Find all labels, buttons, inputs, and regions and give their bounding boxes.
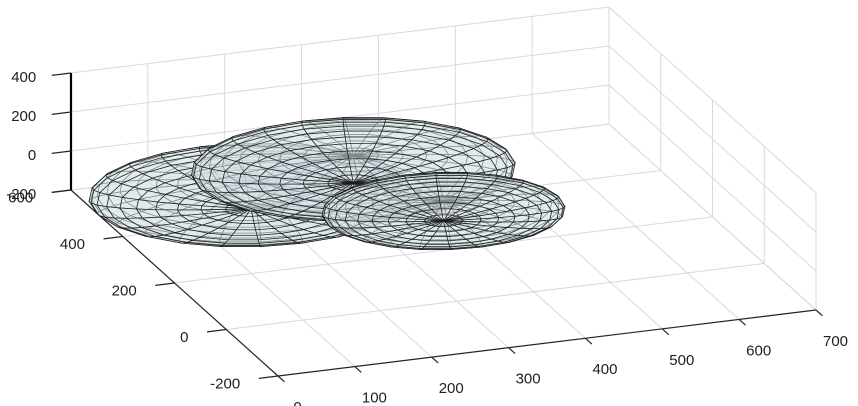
ellipsoid-facet bbox=[428, 236, 449, 242]
ellipsoid-facet bbox=[343, 125, 385, 132]
x-tick-mark bbox=[508, 347, 516, 354]
ellipsoid-facet bbox=[334, 210, 348, 221]
y-tick-label-0: 0 bbox=[180, 329, 188, 346]
y-tick-label-400: 400 bbox=[60, 236, 85, 253]
x-axis-line bbox=[277, 309, 817, 377]
x-tick-mark bbox=[815, 309, 823, 317]
ellipsoid-facet bbox=[221, 171, 242, 184]
z-tick-label-200: 200 bbox=[11, 108, 36, 125]
floor-gridline-y bbox=[174, 216, 713, 284]
x-tick-label-500: 500 bbox=[669, 352, 694, 369]
ellipsoid-facet bbox=[346, 150, 373, 160]
y-tick-label-200: 200 bbox=[112, 283, 137, 300]
z-tick-mark bbox=[51, 189, 72, 193]
ellipsoid-facet bbox=[238, 173, 261, 185]
back-wall-gridline-z bbox=[70, 6, 610, 74]
y-tick-mark bbox=[155, 282, 175, 286]
side-wall-gridline-z bbox=[608, 6, 817, 194]
ellipsoid-facet bbox=[435, 175, 468, 179]
ellipsoid-3 bbox=[321, 172, 566, 250]
ellipsoid-facet bbox=[231, 229, 258, 236]
z-tick-mark bbox=[51, 150, 72, 154]
x-tick-mark bbox=[431, 356, 439, 364]
x-tick-label-200: 200 bbox=[439, 380, 464, 397]
z-tick-mark bbox=[51, 72, 72, 76]
ellipsoid-facet bbox=[345, 143, 377, 152]
x-tick-label-700: 700 bbox=[823, 333, 848, 350]
x-tick-label-300: 300 bbox=[516, 371, 541, 388]
x-tick-mark bbox=[661, 328, 670, 336]
z-tick-label-neg200: -200 bbox=[6, 186, 36, 203]
side-wall-gridline-z bbox=[608, 123, 817, 311]
ellipsoid-facet bbox=[438, 196, 459, 204]
x-tick-mark bbox=[354, 366, 362, 373]
ellipsoid-facet bbox=[443, 218, 464, 222]
ellipsoid-facet bbox=[342, 121, 386, 127]
ellipsoid-facet bbox=[119, 197, 139, 210]
ellipsoid-facet bbox=[436, 181, 466, 187]
ellipsoid-facet bbox=[344, 212, 360, 222]
ellipsoid-facet bbox=[344, 136, 380, 145]
ellipsoid-facet bbox=[357, 213, 374, 222]
y-tick-label-600: 600 bbox=[8, 190, 33, 207]
surfaces bbox=[88, 117, 566, 250]
ellipsoid-facet bbox=[227, 234, 259, 241]
ellipsoid-facet bbox=[423, 243, 451, 248]
ellipsoid-facet bbox=[425, 240, 450, 245]
x-tick-label-100: 100 bbox=[362, 390, 387, 406]
side-wall-gridline-z bbox=[608, 45, 817, 233]
x-tick-label-600: 600 bbox=[746, 342, 771, 359]
x-tick-label-400: 400 bbox=[592, 361, 617, 378]
y-tick-label-neg200: -200 bbox=[210, 376, 240, 393]
axes bbox=[51, 72, 823, 383]
ellipsoid-facet bbox=[106, 194, 123, 209]
back-wall-gridline-z bbox=[70, 45, 610, 113]
ellipsoid-facet bbox=[343, 130, 383, 138]
x-tick-mark bbox=[585, 337, 593, 345]
ellipsoid-facet bbox=[224, 239, 260, 244]
x-tick-mark bbox=[738, 318, 747, 326]
z-tick-label-400: 400 bbox=[11, 69, 36, 86]
ellipsoid-facet bbox=[436, 186, 464, 192]
tick-labels: 0 100 200 300 400 500 600 700 -200 0 200… bbox=[6, 69, 848, 406]
ellipsoid-facet bbox=[437, 191, 462, 198]
z-tick-mark bbox=[51, 111, 72, 115]
y-tick-mark bbox=[206, 328, 227, 333]
y-tick-mark bbox=[258, 375, 279, 379]
y-tick-mark bbox=[103, 235, 123, 240]
side-wall-gridline-z bbox=[608, 84, 817, 272]
x-tick-label-0: 0 bbox=[293, 399, 301, 406]
ellipsoid-facet bbox=[208, 168, 226, 183]
ellipsoid-facet bbox=[435, 178, 467, 183]
z-tick-label-0: 0 bbox=[28, 147, 36, 164]
floor-gridline-y bbox=[226, 263, 765, 330]
x-tick-mark bbox=[277, 375, 285, 383]
